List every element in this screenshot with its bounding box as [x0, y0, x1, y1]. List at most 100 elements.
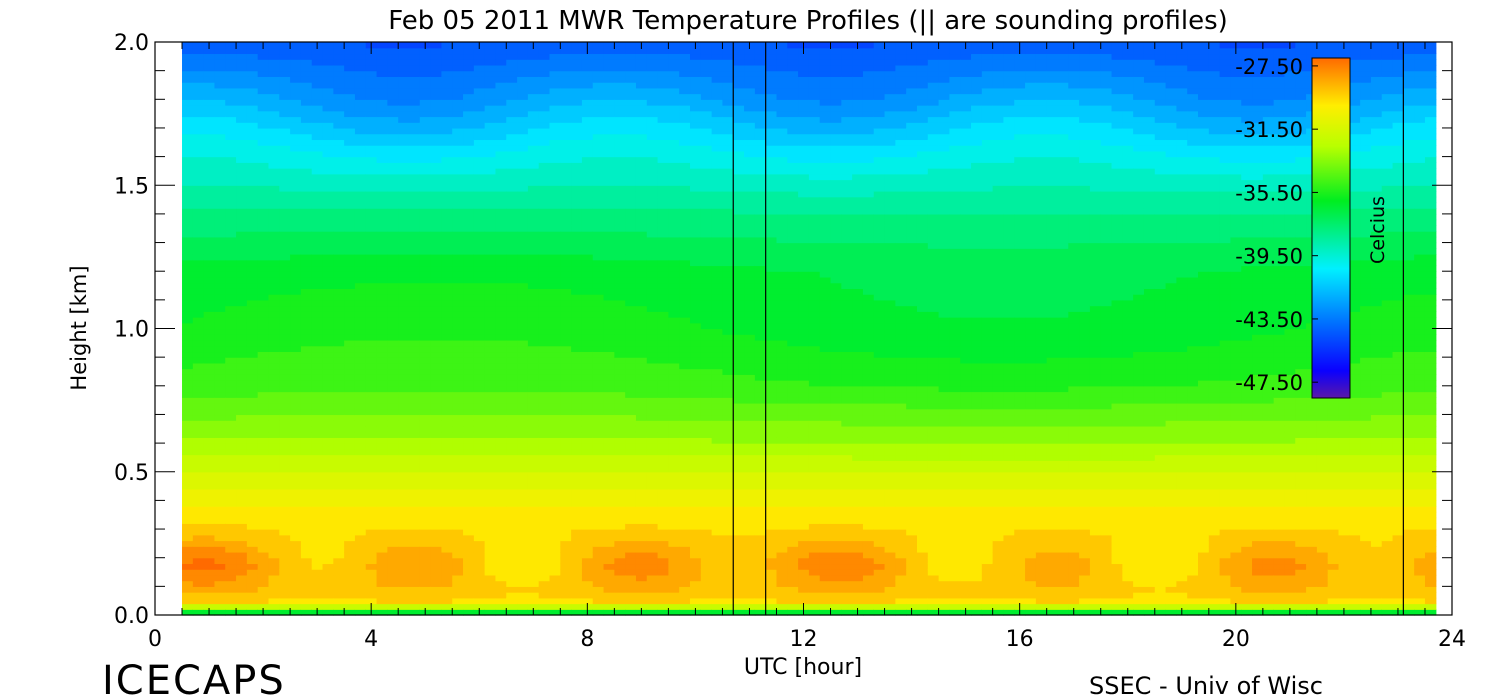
heatmap-cell [668, 185, 680, 192]
heatmap-cell [646, 305, 659, 312]
heatmap-cell [322, 546, 334, 553]
heatmap-cell [354, 317, 367, 324]
heatmap-cell [344, 93, 356, 100]
heatmap-cell [290, 529, 302, 536]
heatmap-cell [300, 460, 313, 467]
heatmap-cell [484, 357, 497, 364]
heatmap-cell [279, 53, 291, 60]
heatmap-cell [538, 357, 551, 364]
heatmap-cell [354, 374, 367, 381]
heatmap-cell [463, 42, 475, 49]
heatmap-cell [419, 248, 432, 255]
heatmap-cell [646, 70, 659, 77]
heatmap-cell [290, 179, 302, 186]
heatmap-cell [452, 408, 464, 416]
heatmap-cell [354, 569, 367, 576]
heatmap-cell [203, 351, 216, 358]
heatmap-cell [517, 603, 529, 610]
heatmap-cell [473, 551, 486, 559]
heatmap-cell [506, 317, 518, 324]
heatmap-cell [517, 466, 529, 473]
heatmap-cell [506, 517, 518, 524]
heatmap-cell [354, 466, 367, 473]
heatmap-cell [538, 425, 551, 433]
heatmap-cell [257, 368, 270, 375]
heatmap-cell [409, 259, 421, 267]
heatmap-cell [322, 592, 334, 599]
heatmap-cell [182, 534, 194, 542]
heatmap-cell [290, 483, 302, 490]
heatmap-cell [700, 219, 713, 226]
heatmap-cell [646, 339, 659, 347]
heatmap-cell [409, 139, 421, 146]
heatmap-cell [560, 563, 572, 570]
heatmap-cell [398, 168, 410, 175]
heatmap-cell [625, 294, 637, 301]
heatmap-cell [354, 202, 367, 209]
heatmap-cell [300, 93, 313, 100]
heatmap-cell [668, 402, 680, 410]
heatmap-cell [441, 534, 453, 542]
heatmap-cell [268, 471, 280, 479]
heatmap-cell [333, 569, 345, 576]
heatmap-cell [246, 597, 259, 605]
heatmap-cell [527, 494, 540, 501]
heatmap-cell [614, 47, 626, 55]
heatmap-cell [419, 339, 432, 347]
heatmap-cell [354, 53, 367, 60]
heatmap-cell [441, 162, 453, 169]
heatmap-cell [409, 305, 421, 312]
heatmap-cell [506, 443, 518, 450]
heatmap-cell [192, 47, 205, 55]
heatmap-cell [690, 477, 702, 484]
heatmap-cell [549, 345, 561, 353]
heatmap-cell [549, 609, 561, 616]
heatmap-cell [571, 454, 583, 461]
heatmap-cell [376, 82, 388, 89]
heatmap-cell [430, 276, 443, 284]
heatmap-cell [192, 374, 205, 381]
heatmap-cell [279, 282, 291, 289]
heatmap-cell [441, 265, 453, 272]
heatmap-cell [333, 294, 345, 301]
heatmap-cell [527, 70, 540, 77]
heatmap-cell [603, 523, 615, 530]
heatmap-cell [409, 53, 421, 60]
heatmap-cell [398, 397, 410, 404]
heatmap-cell [246, 454, 259, 461]
heatmap-cell [473, 116, 486, 123]
heatmap-cell [333, 557, 345, 565]
heatmap-cell [635, 540, 648, 547]
heatmap-cell [354, 299, 367, 307]
heatmap-cell [398, 328, 410, 335]
heatmap-cell [679, 99, 691, 106]
heatmap-cell [527, 168, 540, 175]
heatmap-cell [592, 574, 605, 582]
heatmap-cell [279, 254, 291, 261]
heatmap-cell [257, 402, 270, 410]
heatmap-cell [398, 368, 410, 375]
heatmap-cell [527, 345, 540, 353]
heatmap-cell [700, 494, 713, 501]
heatmap-cell [419, 294, 432, 301]
heatmap-cell [657, 254, 669, 261]
heatmap-cell [365, 122, 378, 129]
heatmap-cell [517, 254, 529, 261]
heatmap-cell [214, 334, 226, 341]
heatmap-cell [398, 271, 410, 278]
heatmap-cell [354, 127, 367, 135]
heatmap-cell [452, 506, 464, 513]
heatmap-cell [441, 168, 453, 175]
heatmap-cell [690, 408, 702, 416]
heatmap-cell [603, 540, 615, 547]
heatmap-cell [484, 282, 497, 289]
heatmap-cell [679, 397, 691, 404]
heatmap-cell [592, 569, 605, 576]
heatmap-cell [517, 225, 529, 232]
heatmap-cell [700, 317, 713, 324]
heatmap-cell [322, 162, 334, 169]
heatmap-cell [484, 563, 497, 570]
heatmap-cell [387, 397, 399, 404]
heatmap-cell [679, 351, 691, 358]
heatmap-cell [376, 168, 388, 175]
